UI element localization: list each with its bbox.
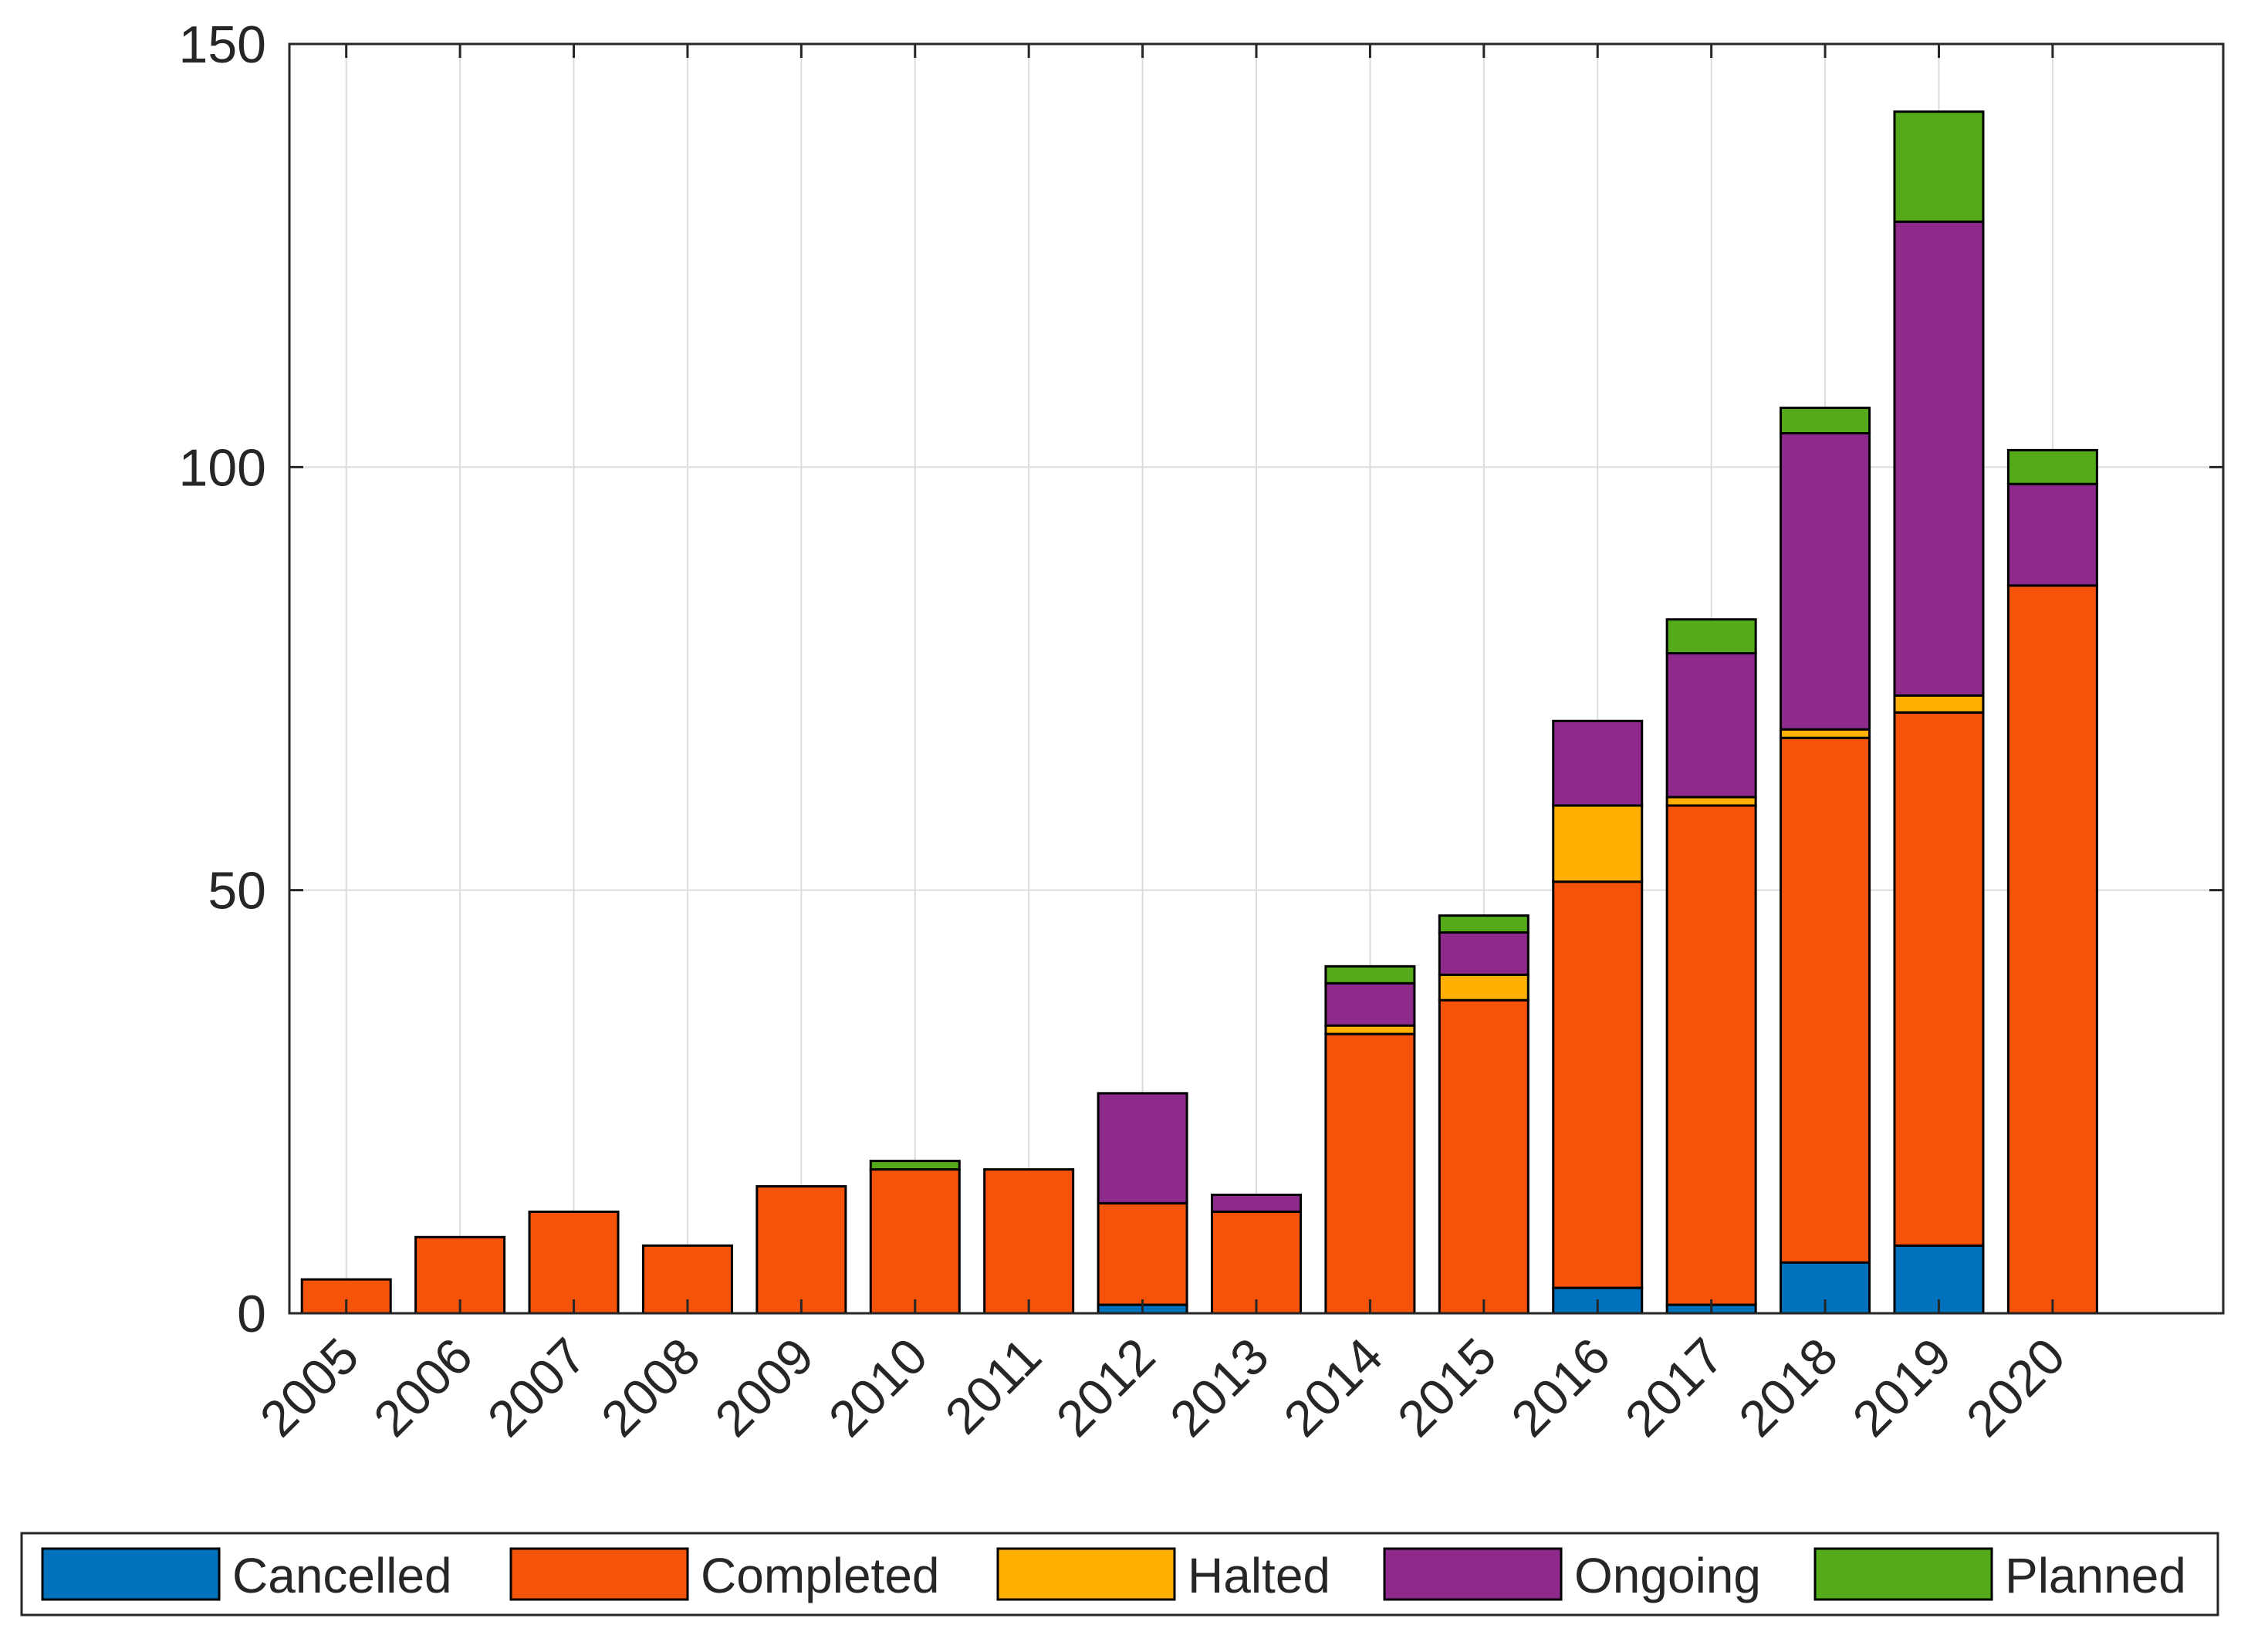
bar-segment-completed-2019 xyxy=(1893,711,1985,1247)
x-tick-label: 2017 xyxy=(1614,1327,1734,1448)
bar-segment-completed-2013 xyxy=(1211,1210,1302,1315)
x-tick-label: 2011 xyxy=(934,1327,1052,1445)
legend-label: Halted xyxy=(1188,1548,1330,1603)
legend[interactable]: Cancelled Completed Halted Ongoing Planned xyxy=(20,1532,2219,1617)
bar-segment-ongoing-2014 xyxy=(1324,981,1416,1027)
bar-segment-planned-2010 xyxy=(869,1160,961,1171)
bar-segment-halted-2017 xyxy=(1665,796,1757,807)
x-tick-label: 2010 xyxy=(818,1327,938,1448)
y-tick-label: 0 xyxy=(237,1285,266,1343)
bar-segment-completed-2007 xyxy=(528,1210,620,1315)
bar-segment-planned-2019 xyxy=(1893,110,1985,223)
bar-segment-planned-2017 xyxy=(1665,618,1757,655)
bar-segment-completed-2012 xyxy=(1097,1201,1188,1306)
bar-segment-completed-2016 xyxy=(1552,880,1644,1289)
bar-segment-halted-2016 xyxy=(1552,804,1644,883)
bar-layer xyxy=(300,110,2098,1315)
legend-swatch xyxy=(41,1547,221,1601)
x-tick-label: 2009 xyxy=(704,1327,824,1448)
bar-segment-completed-2009 xyxy=(755,1185,847,1315)
bar-segment-ongoing-2016 xyxy=(1552,719,1644,807)
bar-segment-planned-2018 xyxy=(1780,407,1871,434)
x-tick-label: 2007 xyxy=(476,1327,597,1448)
legend-item-ongoing[interactable]: Ongoing xyxy=(1383,1547,1761,1603)
x-tick-label: 2016 xyxy=(1500,1327,1621,1448)
bar-segment-ongoing-2012 xyxy=(1097,1092,1188,1204)
legend-label: Planned xyxy=(2005,1548,2186,1603)
x-tick-label: 2020 xyxy=(1955,1327,2076,1448)
y-tick-labels: 0 50 100 150 xyxy=(179,15,266,1343)
x-tick-label: 2019 xyxy=(1841,1327,1962,1448)
bar-segment-halted-2019 xyxy=(1893,694,1985,714)
legend-item-cancelled[interactable]: Cancelled xyxy=(41,1547,452,1603)
bar-segment-ongoing-2017 xyxy=(1665,652,1757,799)
bar-segment-halted-2018 xyxy=(1780,728,1871,739)
legend-swatch xyxy=(509,1547,689,1601)
bar-segment-completed-2014 xyxy=(1324,1032,1416,1315)
x-tick-label: 2013 xyxy=(1159,1327,1279,1448)
y-tick-label: 150 xyxy=(179,15,266,74)
x-tick-label: 2012 xyxy=(1045,1327,1165,1448)
bar-segment-planned-2014 xyxy=(1324,965,1416,985)
x-tick-label: 2018 xyxy=(1728,1327,1848,1448)
legend-item-completed[interactable]: Completed xyxy=(509,1547,940,1603)
x-tick-label: 2005 xyxy=(248,1327,369,1448)
bar-segment-ongoing-2019 xyxy=(1893,220,1985,697)
y-tick-label: 50 xyxy=(208,862,266,921)
x-tick-label: 2015 xyxy=(1387,1327,1507,1448)
bar-segment-halted-2014 xyxy=(1324,1024,1416,1035)
bar-segment-completed-2017 xyxy=(1665,804,1757,1306)
bar-segment-ongoing-2013 xyxy=(1211,1193,1302,1213)
y-tick-label: 100 xyxy=(179,438,266,497)
x-tick-label: 2006 xyxy=(363,1327,483,1448)
legend-item-halted[interactable]: Halted xyxy=(996,1547,1330,1603)
tick-layer xyxy=(289,42,2223,1315)
legend-item-planned[interactable]: Planned xyxy=(1813,1547,2186,1603)
bar-segment-completed-2011 xyxy=(983,1168,1075,1315)
bar-segment-completed-2010 xyxy=(869,1168,961,1315)
bar-segment-planned-2020 xyxy=(2006,448,2098,485)
legend-swatch xyxy=(1813,1547,1993,1601)
x-tick-label: 2008 xyxy=(590,1327,711,1448)
x-tick-labels: 2005200620072008200920102011201220132014… xyxy=(248,1327,2075,1448)
bar-segment-completed-2020 xyxy=(2006,584,2098,1315)
bar-segment-ongoing-2018 xyxy=(1780,431,1871,731)
legend-swatch xyxy=(996,1547,1176,1601)
bar-segment-ongoing-2020 xyxy=(2006,482,2098,587)
bar-segment-ongoing-2015 xyxy=(1438,931,1529,976)
legend-swatch xyxy=(1383,1547,1563,1601)
legend-label: Completed xyxy=(701,1548,940,1603)
bar-segment-completed-2018 xyxy=(1780,736,1871,1264)
bar-segment-planned-2015 xyxy=(1438,914,1529,934)
legend-label: Cancelled xyxy=(232,1548,452,1603)
legend-label: Ongoing xyxy=(1574,1548,1761,1603)
bar-segment-completed-2015 xyxy=(1438,998,1529,1315)
bar-segment-halted-2015 xyxy=(1438,973,1529,1002)
x-tick-label: 2014 xyxy=(1273,1327,1393,1448)
